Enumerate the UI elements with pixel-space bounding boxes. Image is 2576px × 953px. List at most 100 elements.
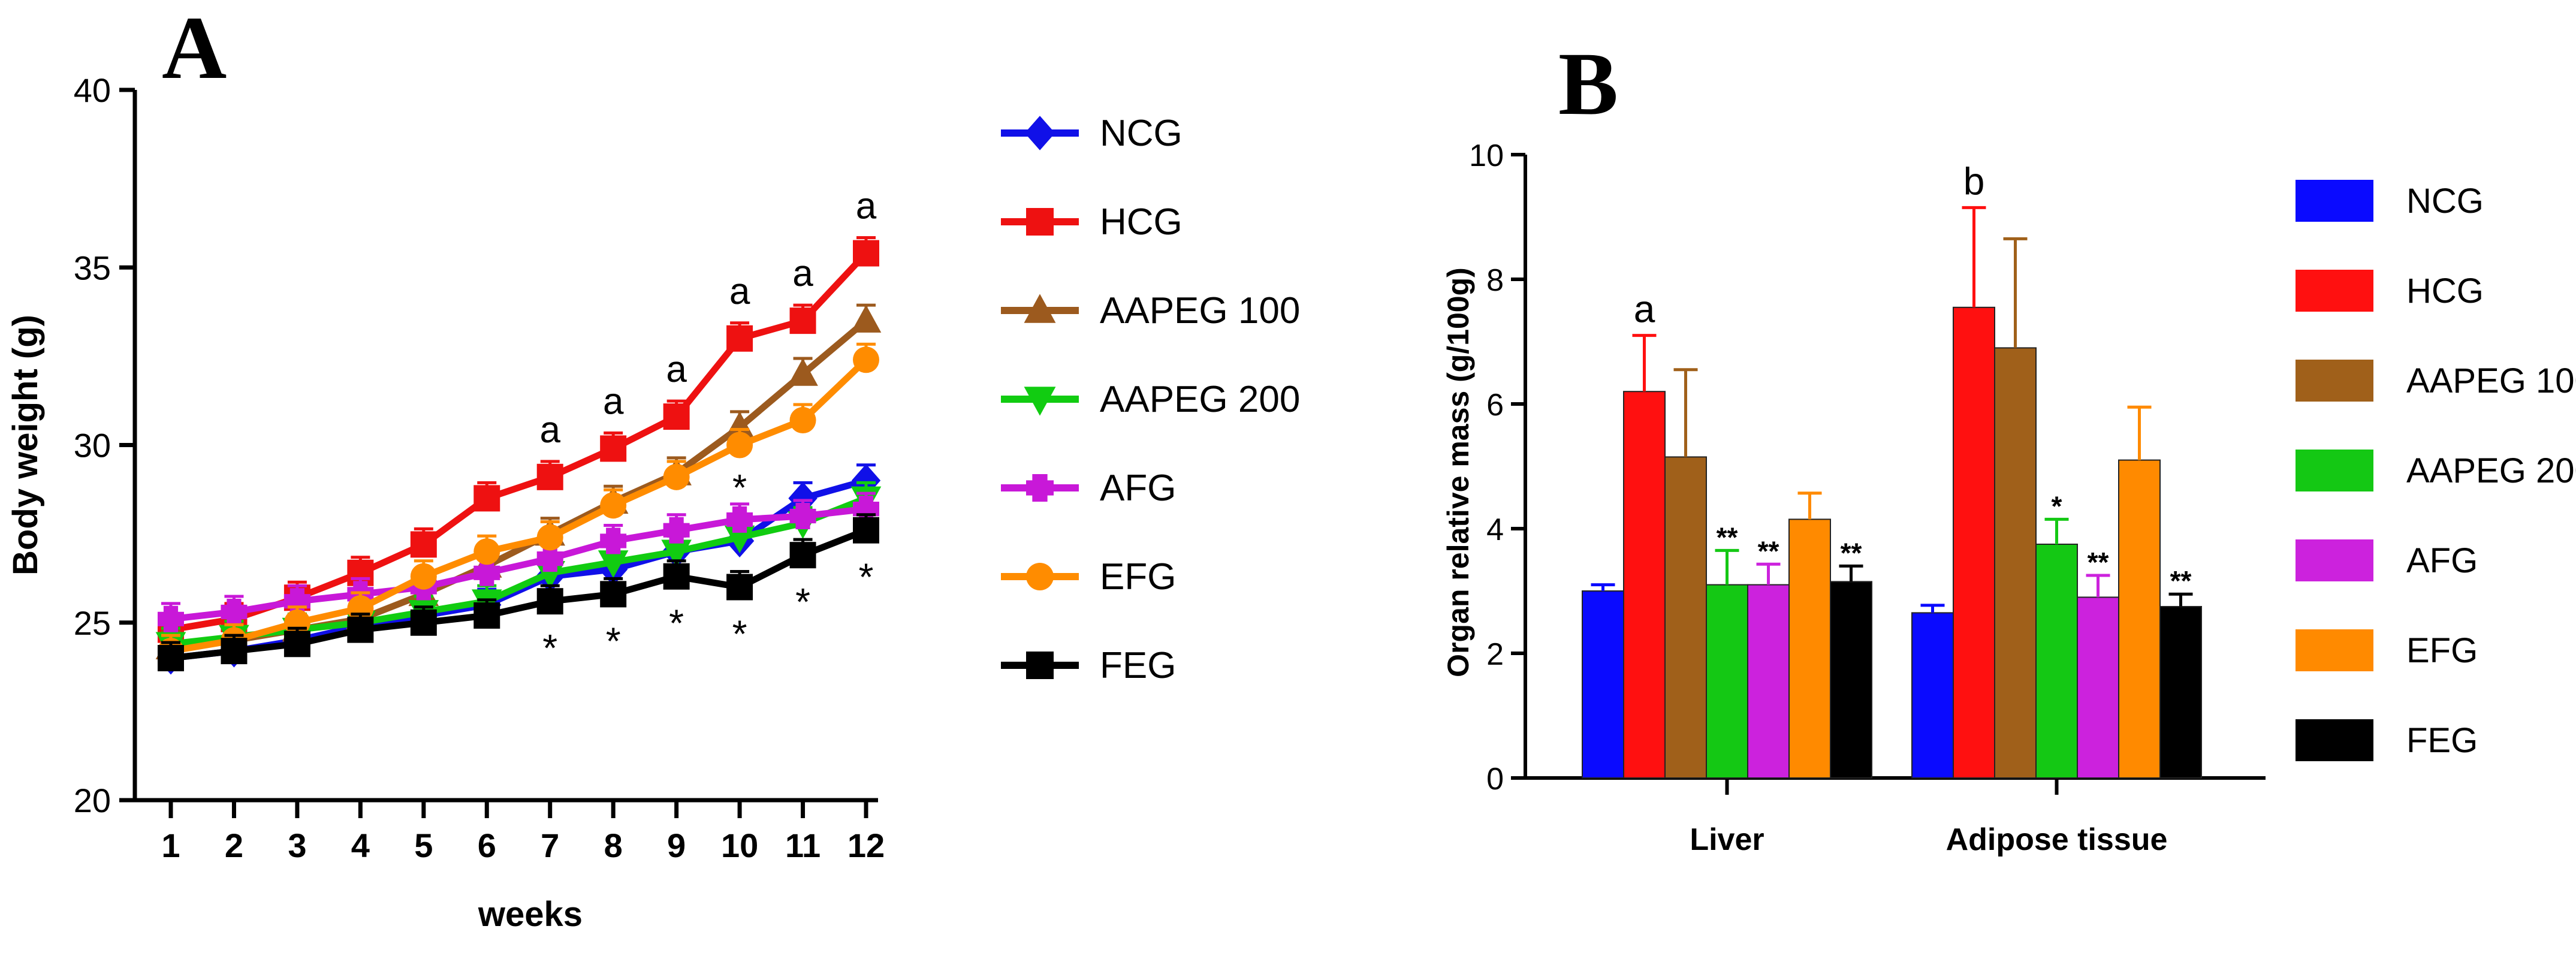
- legend-swatch: [2296, 270, 2373, 312]
- y-tick-label: 25: [74, 604, 111, 642]
- bar: [1706, 584, 1748, 779]
- data-point: [410, 563, 437, 590]
- legend-swatch: [2296, 629, 2373, 671]
- data-point: [663, 463, 690, 490]
- data-point: [600, 435, 627, 462]
- significance-label: a: [856, 186, 877, 227]
- legend-swatch: [2296, 180, 2373, 222]
- bar: [1747, 584, 1790, 779]
- data-point: [724, 525, 755, 553]
- x-tick-label: Liver: [1690, 822, 1764, 857]
- legend-marker: [1026, 208, 1054, 236]
- significance-star: *: [795, 580, 810, 623]
- legend-label: EFG: [2406, 631, 2478, 670]
- y-tick-label: 20: [74, 782, 111, 819]
- y-tick-label: 10: [1469, 138, 1504, 173]
- y-tick-label: 30: [74, 427, 111, 465]
- legend-item-aapeg-200: AAPEG 200: [1001, 379, 1300, 420]
- legend-label: HCG: [2406, 272, 2484, 310]
- y-tick-label: 0: [1486, 762, 1504, 797]
- x-axis-label: weeks: [478, 895, 583, 934]
- y-axis-label: Body weight (g): [6, 315, 45, 575]
- bar-liver-feg: **: [1830, 537, 1872, 779]
- significance-label: a: [666, 349, 687, 390]
- data-point: [536, 524, 563, 551]
- x-tick-label: Adipose tissue: [1946, 822, 2168, 857]
- x-tick-label: 11: [785, 827, 821, 864]
- significance-label: b: [1963, 159, 1985, 203]
- y-tick-label: 8: [1486, 263, 1504, 298]
- x-tick-label: 8: [604, 827, 623, 864]
- data-point: [473, 559, 500, 586]
- significance-star: **: [1717, 521, 1738, 553]
- legend-item-aapeg-100: AAPEG 100: [2296, 360, 2576, 402]
- legend-label: AAPEG 200: [1100, 379, 1300, 420]
- legend-marker: [1026, 474, 1054, 502]
- bar: [1788, 518, 1831, 779]
- legend-item-ncg: NCG: [2296, 180, 2484, 222]
- data-point: [598, 550, 629, 578]
- y-tick-label: 4: [1486, 512, 1504, 547]
- data-point: [724, 411, 755, 439]
- x-tick-label: 4: [351, 827, 370, 864]
- bar-liver-aapeg-200: **: [1706, 521, 1748, 779]
- bar-liver-aapeg-100: [1664, 368, 1707, 779]
- data-point: [158, 605, 184, 632]
- series-feg: [158, 513, 879, 671]
- data-point: [473, 485, 500, 512]
- significance-star: **: [1758, 535, 1779, 566]
- bar: [1911, 612, 1954, 779]
- x-tick-label: 1: [161, 827, 180, 864]
- significance-label: a: [1634, 288, 1655, 331]
- legend-item-ncg: NCG: [1001, 113, 1183, 154]
- legend-swatch: [2296, 539, 2373, 581]
- y-tick-label: 40: [74, 71, 111, 109]
- data-point: [600, 581, 627, 608]
- bar-liver-hcg: a: [1623, 288, 1666, 779]
- significance-star: **: [2170, 565, 2192, 596]
- y-tick-label: 2: [1486, 637, 1504, 672]
- chart-a-annotations: a a a a a a * * * * * * *: [539, 186, 876, 670]
- legend-label: FEG: [2406, 721, 2478, 760]
- legend-label: AAPEG 200: [2406, 451, 2576, 490]
- bar: [1582, 590, 1624, 779]
- significance-star: *: [2052, 490, 2062, 521]
- legend-marker: [1024, 387, 1056, 416]
- y-axis-label: Organ relative mass (g/100g): [1441, 267, 1475, 677]
- legend-marker: [1026, 652, 1054, 679]
- bar: [1830, 581, 1872, 779]
- significance-star: *: [669, 602, 684, 645]
- data-point: [221, 598, 248, 625]
- legend-item-afg: AFG: [1001, 468, 1176, 509]
- panel-b-letter: B: [1558, 34, 1618, 134]
- x-tick-label: 10: [721, 827, 758, 864]
- legend-swatch: [2296, 450, 2373, 491]
- significance-star: **: [2088, 547, 2109, 578]
- bar: [2035, 544, 2078, 779]
- organ-mass-bar-chart: 0 2 4 6 8 10 Organ relative mass (g/100g) Liver…: [1441, 138, 2576, 857]
- x-tick-label: 5: [414, 827, 433, 864]
- bar-adipose-tissue-ncg: [1911, 604, 1954, 779]
- chart-b-bars: a** ** **b*****: [1582, 159, 2202, 779]
- bar: [1664, 456, 1707, 779]
- series-efg: [158, 342, 879, 665]
- bar: [2118, 459, 2161, 779]
- data-point: [410, 531, 437, 558]
- data-point: [726, 325, 753, 352]
- data-point: [789, 307, 816, 334]
- bar: [1953, 306, 1995, 779]
- significance-star: *: [732, 613, 747, 656]
- legend-item-aapeg-200: AAPEG 200: [2296, 450, 2576, 491]
- chart-b-legend: NCG HCG AAPEG 100 AAPEG 200 AFG EFG FEG: [2296, 180, 2576, 761]
- data-point: [410, 609, 437, 636]
- data-point: [347, 616, 374, 643]
- legend-marker: [1026, 563, 1054, 590]
- data-point: [789, 542, 816, 569]
- bar: [1623, 391, 1666, 779]
- x-tick-label: 3: [288, 827, 306, 864]
- bar-adipose-tissue-aapeg-200: *: [2035, 490, 2078, 779]
- data-point: [536, 545, 563, 572]
